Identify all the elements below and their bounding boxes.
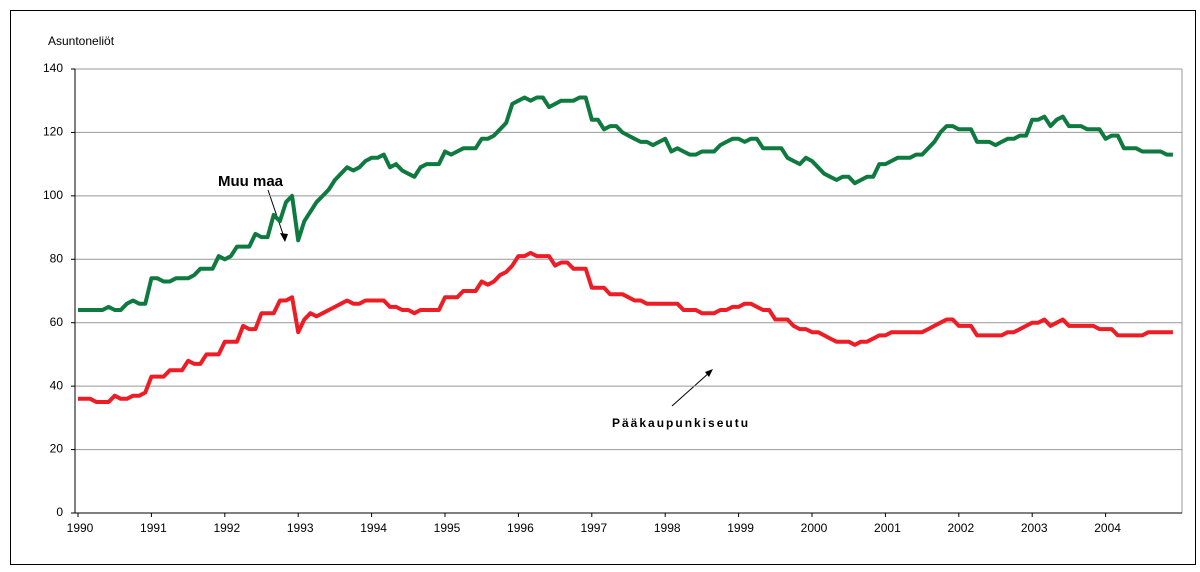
x-tick-label: 1999: [727, 521, 754, 535]
x-tick-label: 1995: [434, 521, 461, 535]
series-annotation: Muu maa: [218, 173, 284, 190]
x-tick-label: 2001: [874, 521, 901, 535]
x-tick-label: 2004: [1094, 521, 1121, 535]
x-tick-label: 1996: [507, 521, 534, 535]
x-tick-label: 1994: [360, 521, 387, 535]
x-tick-label: 1998: [654, 521, 681, 535]
y-tick-label: 0: [56, 505, 63, 519]
arrow-head: [280, 233, 288, 242]
y-tick-label: 40: [50, 378, 64, 392]
y-tick-label: 80: [50, 251, 64, 265]
y-tick-label: 120: [43, 125, 63, 139]
y-tick-label: 20: [50, 442, 64, 456]
y-tick-label: 60: [50, 315, 64, 329]
x-tick-label: 1993: [287, 521, 314, 535]
y-axis-label: Asuntoneliöt: [48, 34, 115, 48]
y-tick-label: 100: [43, 188, 63, 202]
x-tick-label: 2002: [947, 521, 974, 535]
x-tick-label: 1990: [67, 521, 94, 535]
annotation-arrow: [671, 371, 711, 407]
x-tick-label: 1991: [140, 521, 167, 535]
series-annotation: Pääkaupunkiseutu: [612, 416, 750, 430]
x-tick-label: 2003: [1021, 521, 1048, 535]
series-line: [78, 250, 1173, 404]
x-tick-label: 2000: [801, 521, 828, 535]
chart-frame: [10, 10, 1196, 565]
x-tick-label: 1992: [213, 521, 240, 535]
x-tick-label: 1997: [580, 521, 607, 535]
arrow-head: [705, 369, 713, 377]
y-tick-label: 140: [43, 61, 63, 75]
series-line: [78, 95, 1173, 312]
